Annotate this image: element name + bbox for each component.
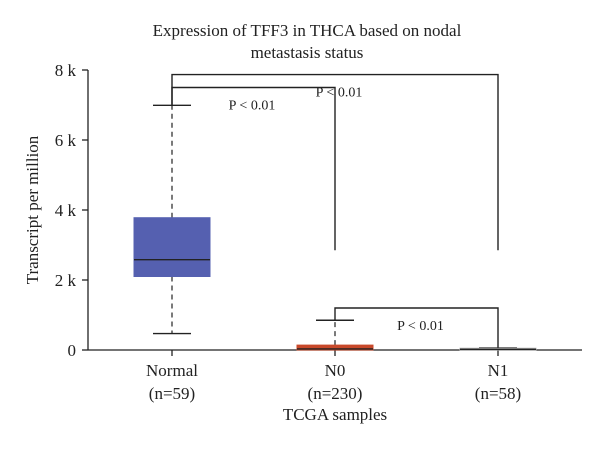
significance-bracket: P < 0.01	[171, 73, 499, 251]
significance-bracket: P < 0.01	[334, 307, 499, 348]
y-axis-label: Transcript per million	[23, 135, 42, 284]
bracket-line	[334, 307, 499, 348]
box-n0	[296, 319, 374, 351]
p-value-label: P < 0.01	[316, 86, 363, 101]
y-tick-label: 6 k	[55, 131, 77, 150]
x-tick-label: N1	[488, 361, 509, 380]
significance-brackets: P < 0.01 P < 0.01 P < 0.01	[171, 73, 499, 348]
box-body	[296, 344, 374, 351]
box-normal	[133, 104, 211, 335]
p-value-label: P < 0.01	[229, 99, 276, 114]
x-tick-count-label: (n=230)	[308, 384, 363, 403]
y-tick-label: 2 k	[55, 271, 77, 290]
y-tick-label: 4 k	[55, 201, 77, 220]
x-tick-label: N0	[325, 361, 346, 380]
box-body	[133, 217, 211, 277]
x-axis-label: TCGA samples	[283, 405, 387, 424]
chart-title-line-1: Expression of TFF3 in THCA based on noda…	[153, 21, 462, 40]
axes: 0 2 k 4 k 6 k 8 k Normal (n=59) N0 (n=230) N1 (n=5…	[55, 61, 582, 403]
box-n1	[459, 347, 537, 351]
x-tick-count-label: (n=58)	[475, 384, 521, 403]
y-tick-label: 0	[68, 341, 77, 360]
x-tick-count-label: (n=59)	[149, 384, 195, 403]
chart-title-line-2: metastasis status	[251, 43, 364, 62]
x-tick-label: Normal	[146, 361, 198, 380]
bracket-line	[171, 73, 499, 251]
p-value-label: P < 0.01	[397, 319, 444, 334]
y-tick-label: 8 k	[55, 61, 77, 80]
